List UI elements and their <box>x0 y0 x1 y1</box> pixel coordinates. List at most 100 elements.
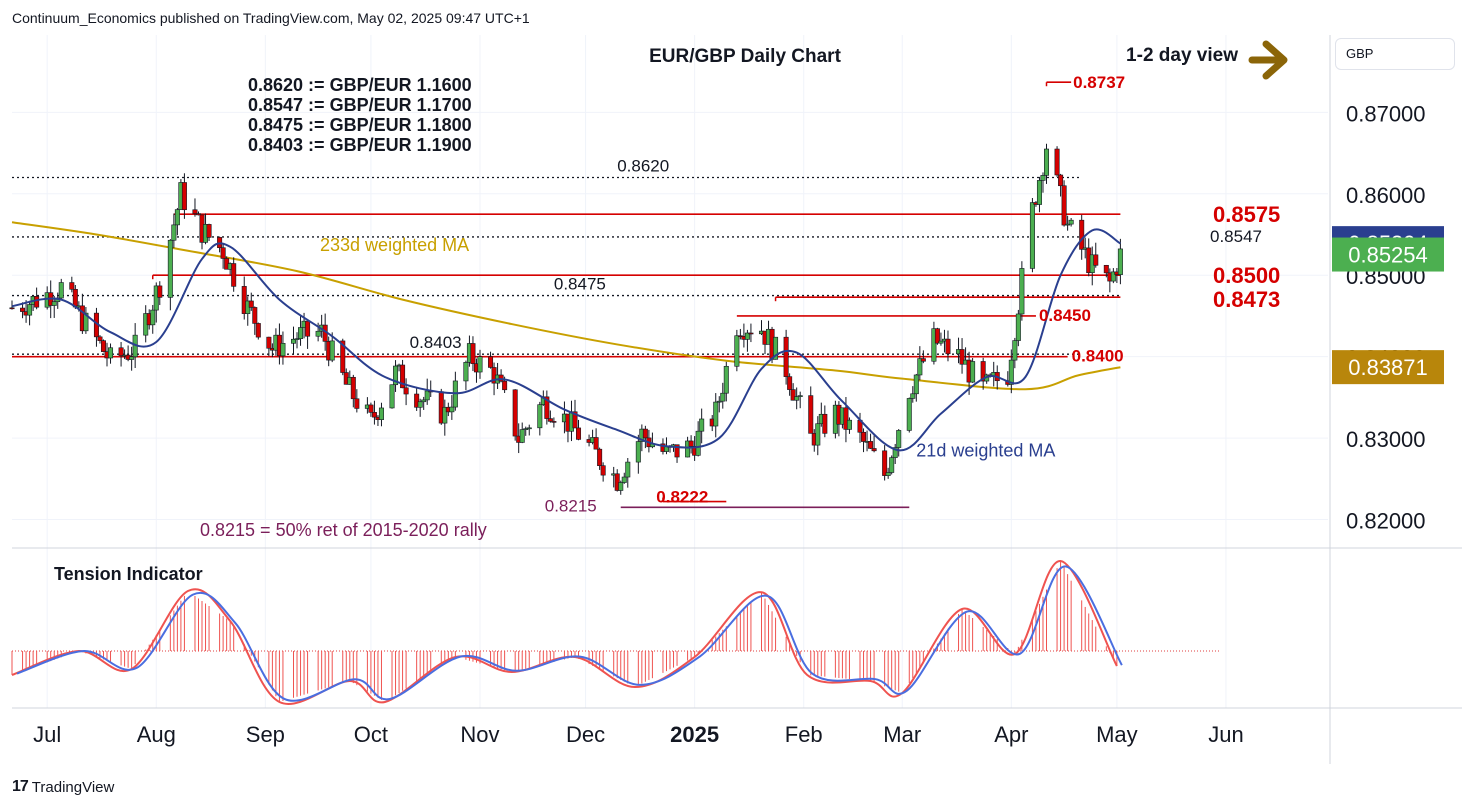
candle-body <box>255 323 261 338</box>
level-label: 0.8547 <box>1210 227 1262 246</box>
x-tick-label: Jul <box>33 722 61 747</box>
candle-body <box>195 213 201 216</box>
candle-body <box>523 428 529 430</box>
candle-body <box>118 347 124 356</box>
ma233-line <box>11 221 1121 391</box>
candle-body <box>896 430 902 448</box>
candle-body <box>882 450 888 476</box>
candle-body <box>400 364 406 389</box>
candle-body <box>576 427 582 440</box>
candle-body <box>442 406 448 424</box>
candle-body <box>417 401 423 408</box>
candle-body <box>572 411 578 429</box>
level-label: 0.8215 <box>545 496 597 515</box>
candle-body <box>1019 268 1025 315</box>
candle-body <box>938 340 944 344</box>
candle-body <box>783 336 789 377</box>
candle-body <box>808 395 814 434</box>
candle-body <box>910 393 916 399</box>
candle-body <box>1015 313 1021 341</box>
candle-body <box>716 400 722 403</box>
candle-body <box>252 307 258 324</box>
candle-body <box>294 338 300 340</box>
candle-body <box>794 396 800 401</box>
candle-body <box>1058 174 1064 187</box>
candle-body <box>83 312 89 332</box>
candle-body <box>290 338 296 344</box>
level-label: 0.8500 <box>1213 263 1280 288</box>
candle-body <box>822 413 828 434</box>
candle-body <box>1036 180 1042 205</box>
candle-body <box>892 447 898 458</box>
candle-body <box>403 387 409 395</box>
view-label: 1-2 day view <box>1126 45 1238 66</box>
candle-body <box>20 307 26 312</box>
conversion-row: 0.8547 := GBP/EUR 1.1700 <box>248 95 472 115</box>
level-label: 0.8403 <box>410 333 462 352</box>
chart-title: EUR/GBP Daily Chart <box>649 46 841 67</box>
candle-body <box>920 358 926 362</box>
candle-body <box>463 362 469 382</box>
candle-body <box>389 384 395 409</box>
x-tick-label: Aug <box>137 722 176 747</box>
y-tick-label: 0.83000 <box>1346 427 1426 452</box>
level-label: 0.8475 <box>554 275 606 294</box>
x-tick-label: Nov <box>460 722 499 747</box>
candle-body <box>449 406 455 413</box>
candle-body <box>723 365 729 394</box>
ma21-line <box>11 228 1121 452</box>
level-label: 0.8620 <box>617 157 669 176</box>
currency-selector[interactable]: GBP <box>1335 38 1455 70</box>
candle-body <box>421 399 427 403</box>
candle-body <box>1061 185 1067 226</box>
price-badge <box>1332 237 1444 272</box>
candle-body <box>815 423 821 446</box>
candle-body <box>551 421 557 423</box>
candle-body <box>1079 219 1085 250</box>
candle-body <box>734 335 740 367</box>
tradingview-logo[interactable]: 17 TradingView <box>12 778 114 796</box>
candle-body <box>744 332 750 340</box>
x-tick-label: Sep <box>246 722 285 747</box>
x-tick-label: Jun <box>1208 722 1243 747</box>
x-tick-label: Dec <box>566 722 605 747</box>
candle-body <box>414 393 420 408</box>
candle-body <box>846 419 852 430</box>
candle-body <box>157 285 163 298</box>
candle-body <box>167 239 173 298</box>
candle-body <box>150 309 156 326</box>
candle-body <box>1040 175 1046 181</box>
publisher-header: Continuum_Economics published on Trading… <box>12 10 530 26</box>
y-tick-label: 0.82000 <box>1346 509 1426 534</box>
candle-body <box>470 343 476 364</box>
candle-body <box>614 473 620 491</box>
ma233-label: 233d weighted MA <box>320 235 469 255</box>
retracement-note: 0.8215 = 50% ret of 2015-2020 rally <box>200 520 487 540</box>
candle-body <box>970 361 976 383</box>
tv-brand: TradingView <box>31 778 115 796</box>
candle-body <box>129 356 135 360</box>
candle-body <box>931 328 937 362</box>
osc-slow-line <box>16 565 1123 702</box>
candle-body <box>248 300 254 308</box>
view-arrow-icon <box>1248 40 1288 80</box>
conversion-row: 0.8403 := GBP/EUR 1.1900 <box>248 135 472 155</box>
tv-logo-icon: 17 <box>12 778 29 795</box>
candle-body <box>171 224 177 241</box>
candle-body <box>340 340 346 373</box>
price-badge-label: 0.83871 <box>1348 355 1428 380</box>
candle-body <box>1117 248 1123 275</box>
candle-body <box>699 418 705 432</box>
candle-body <box>621 476 627 483</box>
candles <box>9 143 1123 495</box>
x-tick-label: Oct <box>354 722 388 747</box>
candle-body <box>685 440 691 458</box>
candle-body <box>354 398 360 409</box>
conversion-row: 0.8620 := GBP/EUR 1.1600 <box>248 75 472 95</box>
candle-body <box>350 376 356 400</box>
candle-body <box>913 374 919 395</box>
candle-body <box>593 437 599 450</box>
candle-body <box>280 342 286 357</box>
candle-body <box>9 307 15 310</box>
